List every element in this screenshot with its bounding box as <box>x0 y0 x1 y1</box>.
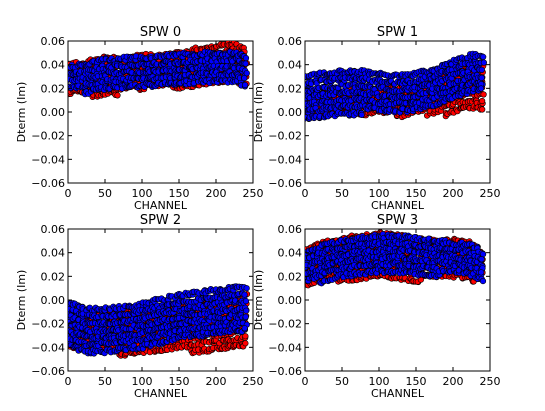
data-point <box>242 298 250 305</box>
y-tick-label: −0.02 <box>268 130 302 143</box>
x-tick-label: 200 <box>206 375 227 388</box>
data-point <box>479 106 486 113</box>
panel-spw-0: 0 50 100 150 200 250 −0.06 −0.04 −0.02 0.00 0.02 0.… <box>15 25 264 212</box>
data-point <box>241 325 248 332</box>
y-tick-label: −0.02 <box>31 318 65 331</box>
x-tick-label: 100 <box>369 187 390 200</box>
x-tick-label: 250 <box>480 187 501 200</box>
x-tick-label: 0 <box>65 187 72 200</box>
panel-spw-2: 0 50 100 150 200 250 −0.06 −0.04 −0.02 0.00 0.02 0.… <box>15 213 264 400</box>
y-tick-label: 0.06 <box>41 223 66 236</box>
x-axis-label: CHANNEL <box>134 199 188 212</box>
panel-spw-3: 0 50 100 150 200 250−0.06−0.04−0.020.000.020.… <box>252 213 501 400</box>
panel-title: SPW 2 <box>140 213 181 228</box>
x-tick-label: 150 <box>406 187 427 200</box>
y-tick-label: 0.02 <box>41 82 66 95</box>
data-point <box>242 60 249 67</box>
x-tick-label: 50 <box>335 187 349 200</box>
points-spw-0 <box>68 41 250 100</box>
y-axis-label: Dterm (Im) <box>252 82 265 143</box>
y-tick-label: −0.04 <box>31 153 65 166</box>
ticks-spw-0: 0 50 100 150 200 250 −0.06 −0.04 −0.02 0.00 0.02 0.… <box>31 35 263 200</box>
y-tick-label: 0.00 <box>41 294 66 307</box>
data-point <box>242 313 249 320</box>
y-axis-label: Dterm (Im) <box>15 82 28 143</box>
x-axis-label: CHANNEL <box>371 199 425 212</box>
data-point <box>479 97 486 105</box>
x-tick-label: 150 <box>169 187 190 200</box>
y-tick-label: −0.04 <box>31 341 65 354</box>
x-tick-label: 250 <box>243 187 264 200</box>
series-1-spw-0 <box>68 48 250 98</box>
data-point <box>358 111 365 118</box>
x-tick-label: 200 <box>443 187 464 200</box>
data-point <box>242 54 250 62</box>
data-point <box>478 85 485 92</box>
points-spw-2 <box>68 283 251 359</box>
data-point <box>480 91 487 98</box>
x-tick-label: 0 <box>302 187 309 200</box>
panel-title: SPW 0 <box>140 25 181 40</box>
data-point <box>114 92 121 99</box>
x-tick-label: 50 <box>98 187 112 200</box>
data-point <box>242 340 249 347</box>
y-tick-label: 0.00 <box>41 106 66 119</box>
data-point <box>243 307 250 314</box>
ticks-spw-2: 0 50 100 150 200 250 −0.06 −0.04 −0.02 0.00 0.02 0.… <box>31 223 263 388</box>
data-point <box>242 333 249 340</box>
y-axis-label: Dterm (Im) <box>15 270 28 331</box>
y-tick-label: 0.02 <box>278 82 303 95</box>
panel-title: SPW 1 <box>377 25 418 40</box>
x-tick-label: 250 <box>243 375 264 388</box>
y-tick-label: −0.06 <box>31 365 65 378</box>
data-point <box>241 291 248 298</box>
data-point <box>478 66 485 73</box>
y-tick-label: 0.04 <box>278 59 303 72</box>
x-tick-label: 100 <box>132 187 153 200</box>
series-1-spw-1 <box>305 50 488 122</box>
series-1-spw-2 <box>68 283 250 357</box>
data-point <box>480 53 487 61</box>
x-tick-label: 100 <box>132 375 153 388</box>
x-tick-label: 150 <box>169 375 190 388</box>
data-point <box>241 74 248 82</box>
x-axis-label: CHANNEL <box>134 387 188 400</box>
data-point <box>243 70 250 77</box>
x-tick-label: 50 <box>98 375 112 388</box>
y-tick-label: 0.04 <box>41 59 66 72</box>
y-tick-label: 0.06 <box>278 35 303 48</box>
x-tick-label: 200 <box>206 187 227 200</box>
points-spw-3 <box>305 229 487 289</box>
data-point <box>242 81 249 89</box>
y-tick-label: 0.00 <box>278 106 303 119</box>
data-point <box>480 59 488 66</box>
points-spw-1 <box>305 50 488 122</box>
y-tick-label: −0.06 <box>31 177 65 190</box>
y-tick-label: −0.04 <box>268 153 302 166</box>
y-tick-label: −0.06 <box>268 177 302 190</box>
y-tick-label: 0.02 <box>41 270 66 283</box>
x-tick-label: 0 <box>65 375 72 388</box>
y-tick-label: 0.06 <box>41 35 66 48</box>
y-tick-label: 0.04 <box>41 247 66 260</box>
panel-spw-1: 0 50 100 150 200 250 −0.06 −0.04 −0.02 0.00 0.02 0.… <box>252 25 501 212</box>
data-point <box>243 285 250 292</box>
data-point <box>478 74 485 81</box>
ticks-spw-1: 0 50 100 150 200 250 −0.06 −0.04 −0.02 0.00 0.02 0.… <box>268 35 500 200</box>
y-tick-label: −0.02 <box>31 130 65 143</box>
